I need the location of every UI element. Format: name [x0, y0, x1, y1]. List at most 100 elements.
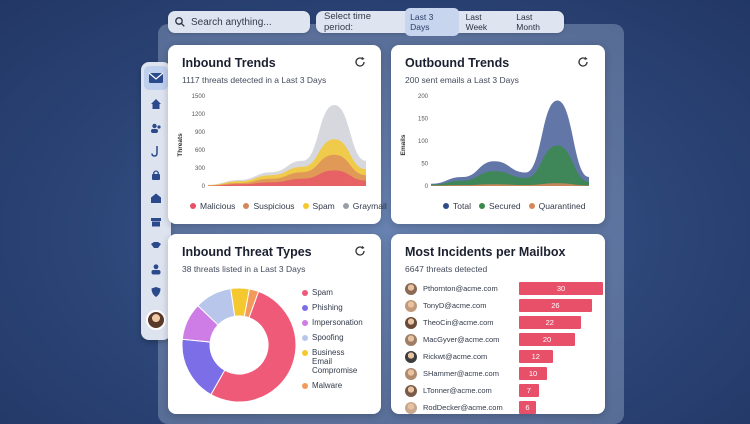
mailbox-email: SHammer@acme.com: [423, 369, 499, 378]
y-tick: 0: [425, 184, 429, 190]
y-tick: 50: [421, 162, 428, 168]
incident-bar: 12: [519, 350, 553, 363]
outbound-ylabel: Emails: [400, 134, 407, 155]
legend-label: Spam: [312, 288, 333, 297]
legend-item: Total: [443, 201, 471, 211]
legend-item: Spoofing: [302, 333, 366, 342]
avatar: [405, 333, 417, 346]
legend-label: Secured: [488, 201, 521, 211]
incident-bar: 7: [519, 384, 539, 397]
avatar: [405, 299, 417, 312]
legend-dot: [478, 203, 485, 209]
inbound-trends-subtitle: 1117 threats detected in a Last 3 Days: [182, 75, 327, 85]
inbound-trends-title: Inbound Trends: [182, 56, 276, 70]
legend-dot: [528, 203, 535, 209]
mailbox-email: Rickwt@acme.com: [423, 352, 488, 361]
user-icon[interactable]: [150, 263, 162, 275]
inbound-legend: Malicious Suspicious Spam Graymail: [190, 201, 395, 211]
threat-types-donut: [181, 287, 297, 403]
legend-dot: [443, 203, 449, 209]
house-icon[interactable]: [150, 192, 162, 204]
y-tick: 1200: [192, 112, 206, 118]
legend-dot: [302, 203, 309, 209]
legend-dot: [302, 305, 308, 311]
incident-bar: 22: [519, 316, 581, 329]
legend-label: Malicious: [200, 201, 236, 211]
threat-types-card: Inbound Threat Types 38 threats listed i…: [168, 234, 381, 414]
incident-bar: 20: [519, 333, 575, 346]
users-icon[interactable]: [150, 122, 162, 134]
mailbox-row[interactable]: TheoCin@acme.com 22: [405, 315, 605, 330]
legend-dot: [302, 320, 308, 326]
donut-slice-spam[interactable]: [210, 290, 297, 403]
legend-dot: [342, 203, 349, 209]
legend-label: Business Email Compromise: [312, 348, 358, 375]
legend-label: Spam: [312, 201, 335, 211]
incident-bar: 26: [519, 299, 592, 312]
legend-item: Impersonation: [302, 318, 366, 327]
legend-item: Suspicious: [243, 201, 295, 211]
legend-dot: [302, 290, 308, 296]
legend-dot: [243, 203, 250, 209]
legend-label: Quarantined: [538, 201, 586, 211]
legend-dot: [302, 335, 308, 341]
outbound-legend: Total Secured Quarantined: [443, 201, 593, 211]
shield-icon[interactable]: [150, 286, 162, 298]
home-icon[interactable]: [150, 98, 162, 110]
archive-icon[interactable]: [150, 216, 162, 228]
mailbox-row[interactable]: Rickwt@acme.com 12: [405, 349, 605, 364]
mailbox-row[interactable]: RodDecker@acme.com 6: [405, 400, 605, 415]
user-avatar[interactable]: [146, 310, 166, 330]
legend-label: Suspicious: [253, 201, 295, 211]
mailbox-email: MacGyver@acme.com: [423, 335, 500, 344]
legend-label: Graymail: [352, 201, 387, 211]
incident-bar: 30: [519, 282, 603, 295]
lock-icon[interactable]: [150, 169, 162, 181]
incident-bar: 6: [519, 401, 536, 414]
search-bar[interactable]: Search anything...: [168, 11, 310, 33]
mailbox-email: TheoCin@acme.com: [423, 318, 494, 327]
mailbox-row[interactable]: Pthornton@acme.com 30: [405, 281, 605, 296]
handshake-icon[interactable]: [150, 239, 162, 251]
outbound-trends-chart: Emails 200 150 100 50 0: [400, 94, 589, 190]
legend-label: Phishing: [312, 303, 343, 312]
refresh-icon[interactable]: [577, 56, 589, 68]
legend-label: Spoofing: [312, 333, 344, 342]
legend-item: Secured: [478, 201, 521, 211]
threat-types-subtitle: 38 threats listed in a Last 3 Days: [182, 264, 306, 274]
incidents-title: Most Incidents per Mailbox: [405, 245, 566, 259]
mailbox-row[interactable]: SHammer@acme.com 10: [405, 366, 605, 381]
refresh-icon[interactable]: [354, 245, 366, 257]
inbound-trends-card: Inbound Trends 1117 threats detected in …: [168, 45, 387, 224]
secured-area: [431, 145, 589, 186]
legend-item: Business Email Compromise: [302, 348, 366, 375]
legend-dot: [190, 203, 196, 209]
hook-icon[interactable]: [150, 145, 162, 157]
y-tick: 900: [195, 130, 206, 136]
mailbox-row[interactable]: TonyD@acme.com 26: [405, 298, 605, 313]
mailbox-row[interactable]: MacGyver@acme.com 20: [405, 332, 605, 347]
period-last-3-days[interactable]: Last 3 Days: [405, 8, 459, 36]
y-tick: 100: [418, 139, 429, 145]
mailbox-email: Pthornton@acme.com: [423, 284, 498, 293]
period-last-month[interactable]: Last Month: [516, 12, 540, 32]
legend-dot: [302, 350, 308, 356]
legend-dot: [302, 383, 308, 389]
period-last-week[interactable]: Last Week: [465, 12, 488, 32]
y-tick: 300: [195, 166, 206, 172]
incident-bar: 10: [519, 367, 547, 380]
refresh-icon[interactable]: [354, 56, 366, 68]
legend-item: Spam: [302, 201, 335, 211]
mailbox-row[interactable]: LTonner@acme.com 7: [405, 383, 605, 398]
quarantined-area: [431, 183, 589, 186]
mailbox-email: TonyD@acme.com: [423, 301, 487, 310]
time-period-label: Select time period:: [324, 11, 371, 33]
y-tick: 0: [202, 184, 206, 190]
sidebar-logo[interactable]: [144, 66, 168, 90]
search-placeholder[interactable]: Search anything...: [191, 16, 272, 28]
mailbox-email: RodDecker@acme.com: [423, 403, 503, 412]
y-tick: 600: [195, 148, 206, 154]
donut-slice-malware[interactable]: [243, 288, 260, 319]
y-tick: 1500: [192, 94, 206, 100]
avatar: [405, 367, 417, 380]
